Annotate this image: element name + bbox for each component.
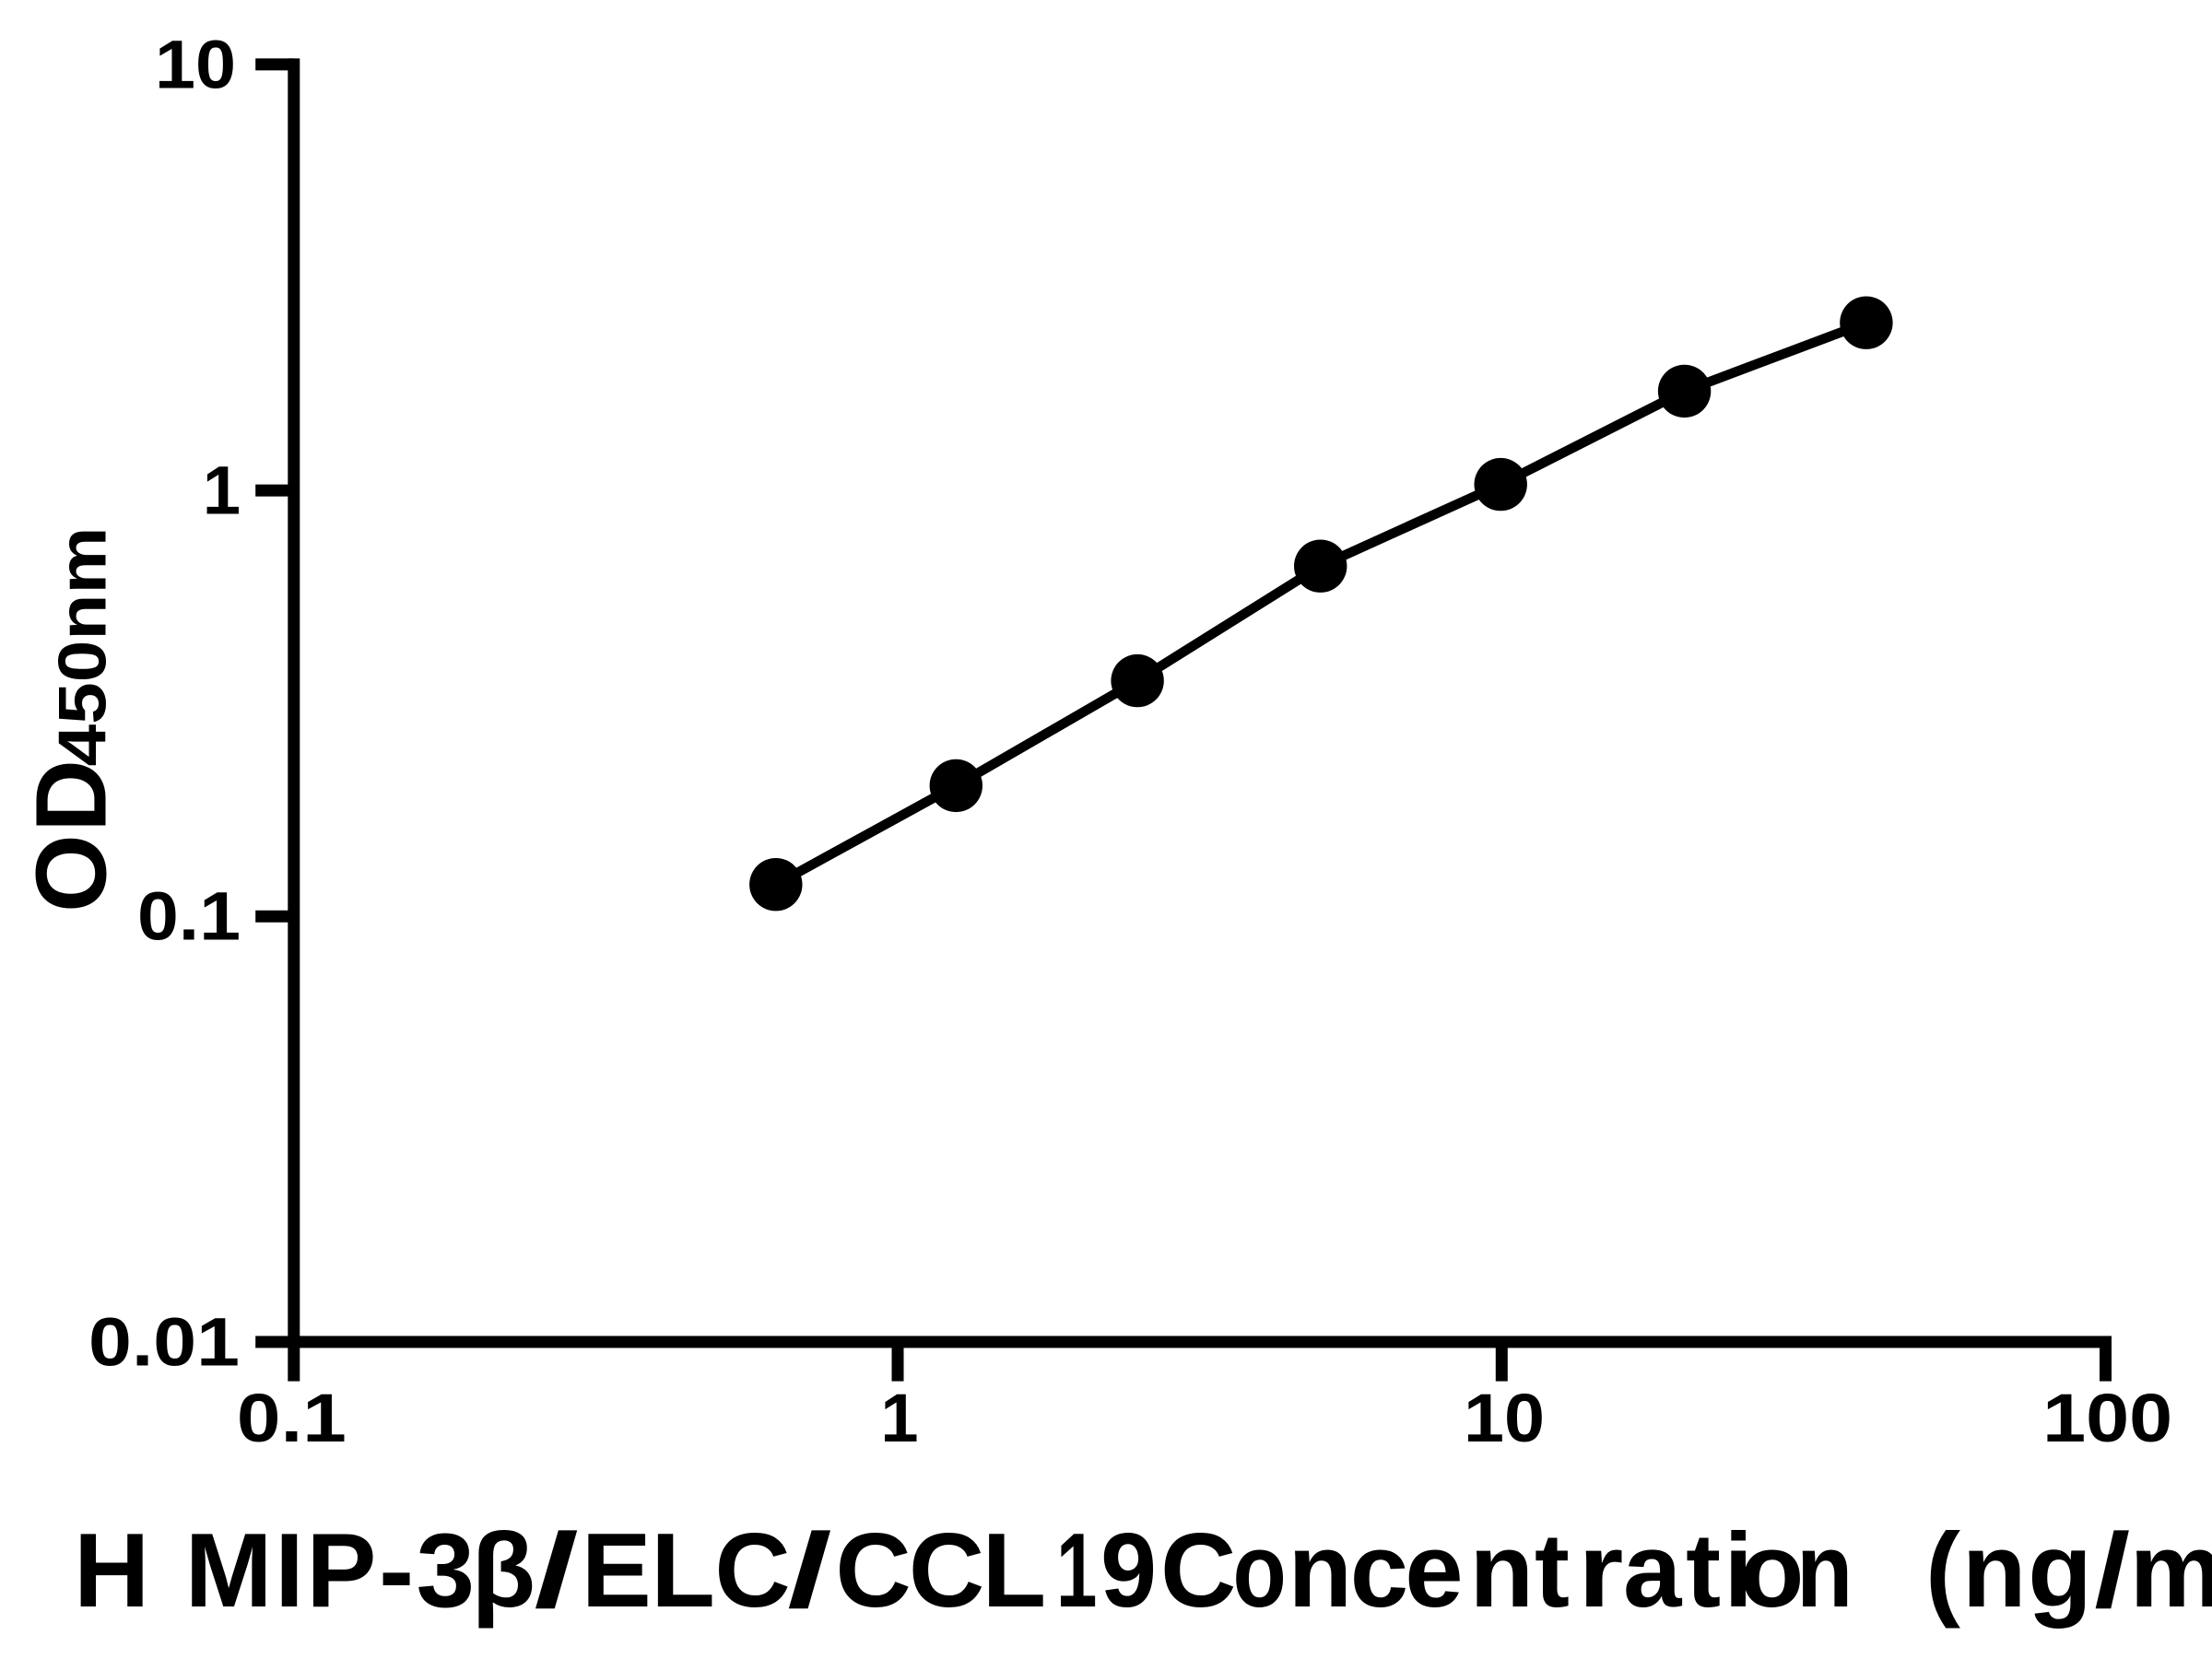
svg-text:OD450nm: OD450nm (15, 527, 127, 913)
svg-text:0.1: 0.1 (237, 1380, 347, 1456)
svg-text:1: 1 (203, 453, 241, 529)
svg-text:100: 100 (2042, 1380, 2172, 1456)
svg-text:10: 10 (155, 26, 236, 102)
svg-text:0.1: 0.1 (137, 878, 241, 955)
svg-text:10: 10 (1464, 1380, 1545, 1456)
svg-text:1: 1 (880, 1380, 918, 1456)
svg-text:0.01: 0.01 (88, 1303, 240, 1380)
